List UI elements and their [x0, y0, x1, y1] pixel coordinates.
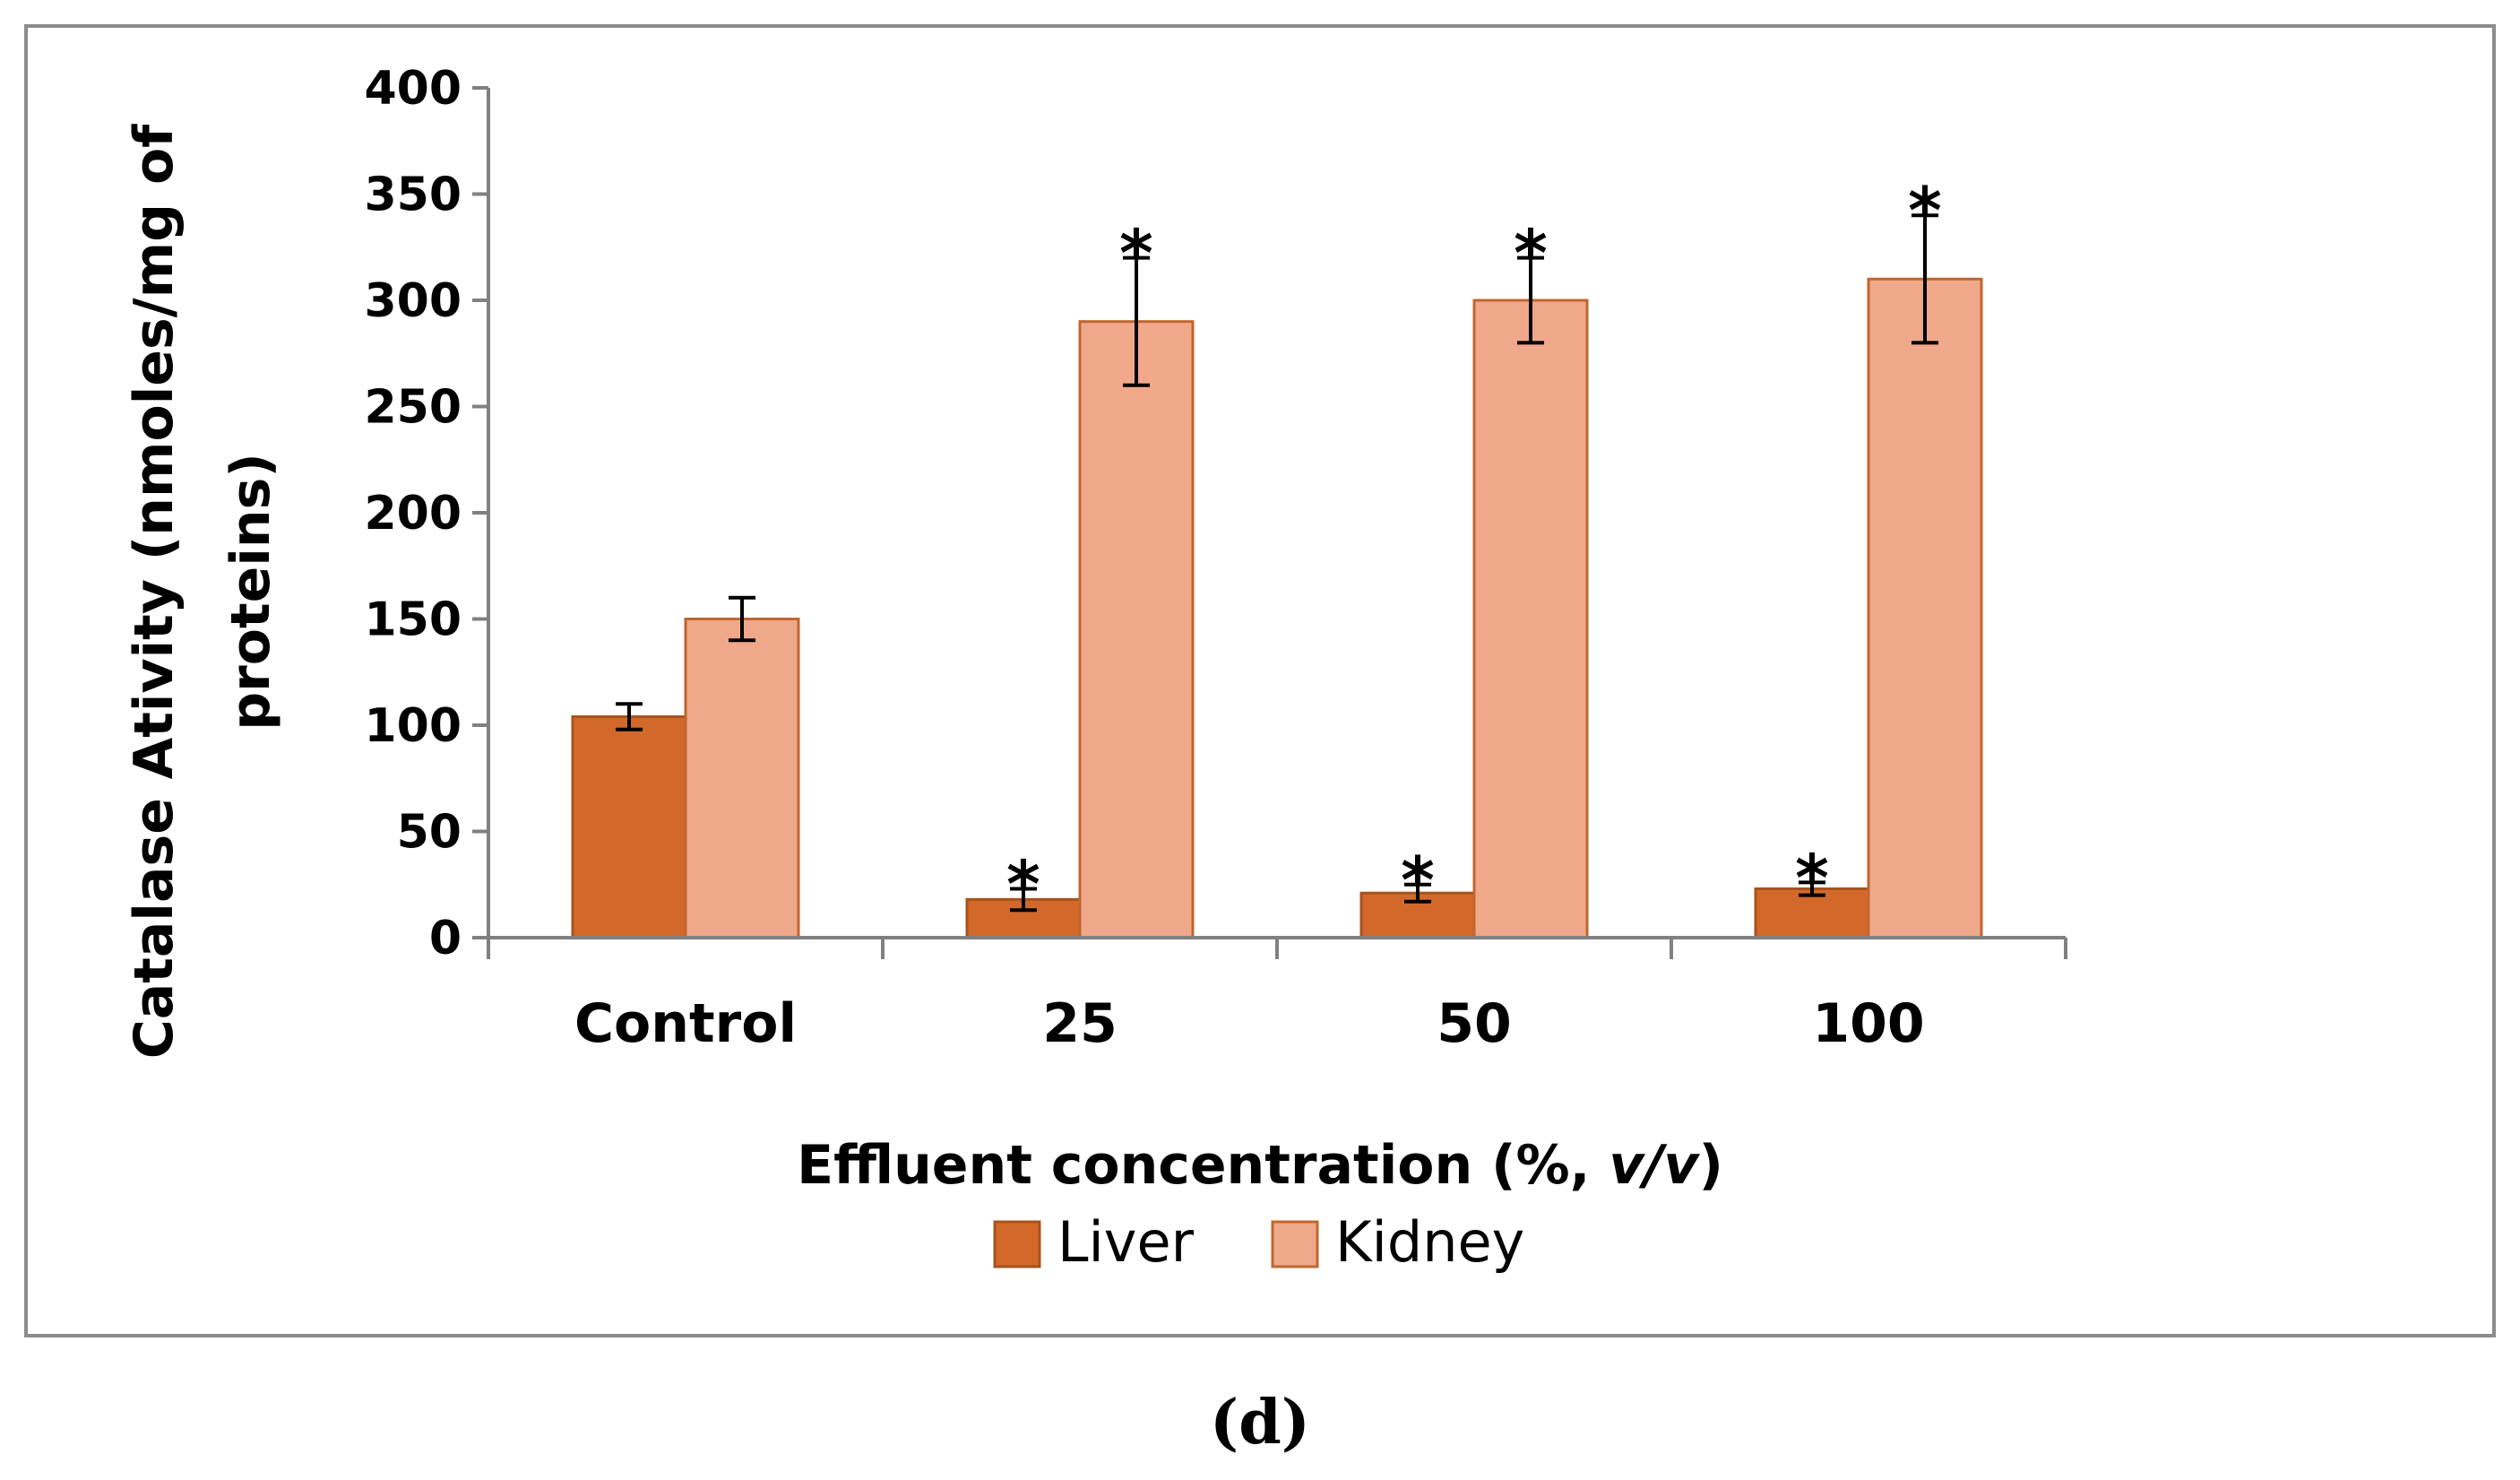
significance-marker-liver-100: *	[1795, 840, 1829, 915]
y-tick-label-250: 250	[364, 381, 462, 435]
bar-kidney-25	[1078, 320, 1195, 939]
y-axis-title-line1: Catalase Ativity (nmoles/mg of	[123, 124, 186, 1059]
legend-swatch-kidney	[1271, 1220, 1319, 1268]
error-bar-kidney-25	[1123, 255, 1150, 387]
bar-kidney-50	[1472, 299, 1589, 939]
significance-marker-kidney-100: *	[1908, 173, 1942, 248]
x-axis-title-italic: v/v	[1609, 1134, 1700, 1197]
error-bar-liver-25	[1010, 887, 1037, 913]
panel-label: (d)	[1210, 1387, 1310, 1458]
error-bar-liver-control	[616, 702, 643, 731]
labels-layer: * * * * * * 0 50 100 150 200 250 300 350 400 Control 25 5…	[364, 62, 1941, 1055]
y-tick-label-350: 350	[364, 169, 462, 222]
y-tick-label-150: 150	[364, 593, 462, 647]
error-bar-kidney-control	[729, 595, 755, 643]
error-bar-kidney-50	[1517, 255, 1544, 345]
significance-marker-liver-50: *	[1401, 843, 1435, 918]
y-tick-label-100: 100	[364, 699, 462, 753]
significance-marker-liver-25: *	[1006, 846, 1040, 922]
significance-marker-kidney-50: *	[1514, 216, 1548, 291]
x-axis-title-prefix: Effluent concentration (%,	[797, 1134, 1609, 1197]
legend-label-kidney: Kidney	[1335, 1209, 1524, 1275]
bar-liver-control	[571, 715, 687, 939]
significance-marker-kidney-25: *	[1119, 216, 1153, 291]
chart-frame	[24, 24, 2496, 1337]
bar-kidney-control	[684, 618, 800, 939]
x-tick-label-50: 50	[1437, 992, 1512, 1055]
y-tick-label-400: 400	[364, 62, 462, 116]
y-tick-label-200: 200	[364, 487, 462, 541]
legend: Liver Kidney	[993, 1209, 1524, 1275]
error-bar-liver-50	[1404, 882, 1431, 904]
legend-label-liver: Liver	[1057, 1209, 1195, 1275]
bar-kidney-100	[1867, 277, 1983, 939]
axes-layer	[472, 86, 2067, 959]
x-tick-label-100: 100	[1812, 992, 1924, 1055]
y-tick-label-300: 300	[364, 274, 462, 328]
legend-swatch-liver	[993, 1220, 1041, 1268]
x-tick-label-25: 25	[1042, 992, 1118, 1055]
x-axis-title: Effluent concentration (%, v/v)	[797, 1134, 1723, 1197]
x-axis-title-suffix: )	[1698, 1134, 1722, 1197]
y-tick-label-50: 50	[397, 806, 462, 860]
y-tick-label-0: 0	[429, 912, 462, 965]
error-bar-liver-100	[1799, 880, 1825, 897]
error-bar-kidney-100	[1912, 213, 1938, 345]
bars-layer	[571, 213, 1983, 939]
x-tick-label-control: Control	[574, 992, 797, 1055]
y-axis-title-line2: proteins)	[220, 453, 282, 731]
